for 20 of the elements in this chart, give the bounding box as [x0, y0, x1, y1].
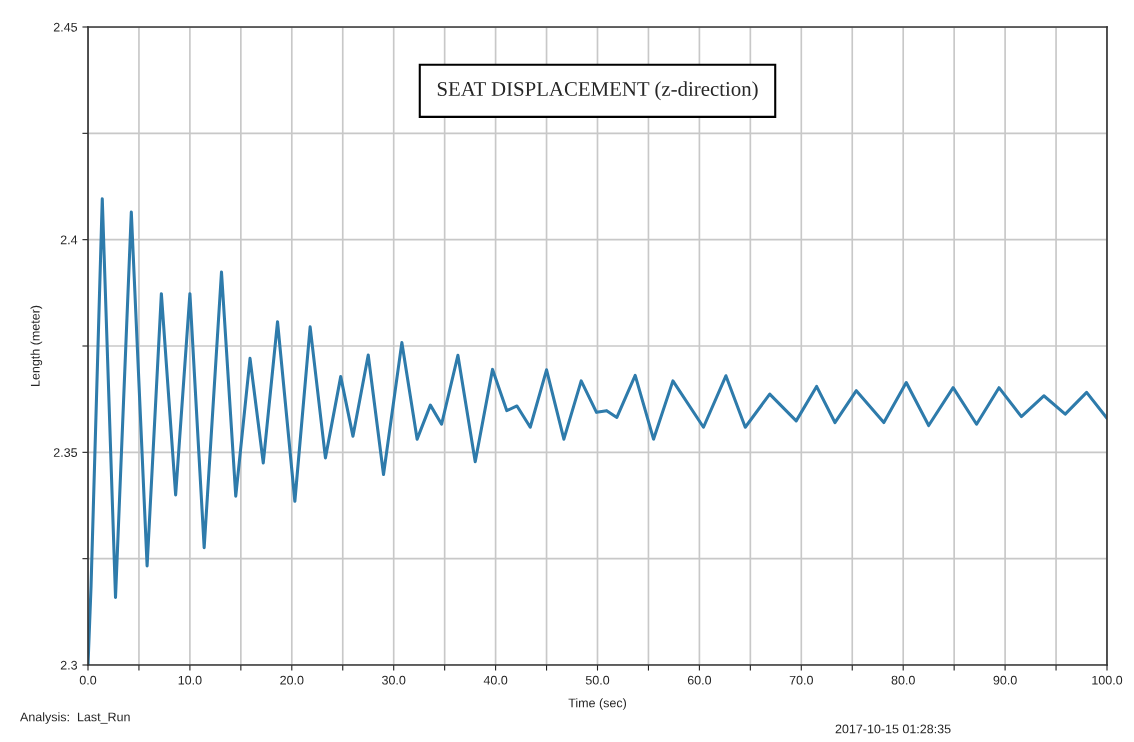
x-tick-label: 40.0	[483, 675, 508, 685]
text: SEAT DISPLACEMENT (z-direction)	[437, 81, 758, 101]
x-tick-label: 60.0	[687, 675, 712, 685]
text: 2017-10-15 01:28:35	[835, 724, 951, 734]
x-tick-label: 30.0	[382, 675, 406, 685]
y-tick-label: 2.4	[60, 235, 78, 245]
x-tick-label: 100.0	[1092, 675, 1123, 685]
x-tick-label: 50.0	[585, 675, 610, 685]
y-tick-label: 2.35	[53, 448, 78, 457]
x-tick-label: 20.0	[280, 675, 304, 685]
text: Analysis: Last_Run	[20, 712, 130, 724]
x-tick-label: 10.0	[178, 675, 202, 685]
x-tick-label: 0.0	[79, 675, 97, 685]
y-tick-label: 2.3	[60, 660, 78, 670]
x-tick-label: 90.0	[993, 675, 1017, 685]
y-axis-title: Length (meter)	[30, 305, 43, 386]
x-tick-label: 80.0	[891, 675, 915, 685]
y-tick-label: 2.45	[53, 22, 78, 32]
x-axis-title: Time (sec)	[568, 698, 627, 710]
x-tick-label: 70.0	[789, 675, 813, 685]
